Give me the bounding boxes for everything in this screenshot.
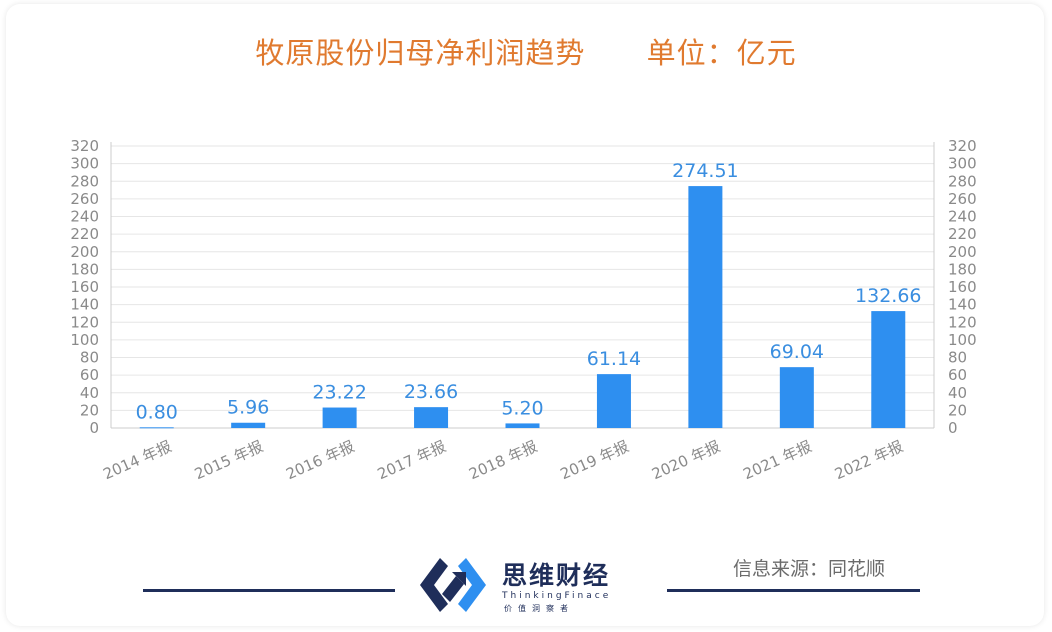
y-tick-label-left: 40 xyxy=(80,384,99,402)
x-tick-label: 2022 年报 xyxy=(832,437,906,483)
bar xyxy=(414,407,449,428)
bar-value-label: 23.66 xyxy=(404,381,458,403)
footer-line-left xyxy=(143,589,395,592)
y-tick-label-right: 260 xyxy=(948,190,977,208)
bar-value-label: 61.14 xyxy=(587,348,641,370)
x-tick-label: 2015 年报 xyxy=(192,437,266,483)
y-tick-label-right: 280 xyxy=(948,172,977,190)
brand-english-name: ThinkingFinace xyxy=(502,591,612,601)
y-tick-label-right: 320 xyxy=(948,137,977,155)
data-source: 信息来源：同花顺 xyxy=(733,558,886,580)
y-tick-label-right: 80 xyxy=(948,349,967,367)
bar xyxy=(871,311,906,428)
y-tick-label-right: 300 xyxy=(948,155,977,173)
y-tick-label-right: 160 xyxy=(948,278,977,296)
y-tick-label-left: 260 xyxy=(70,190,99,208)
y-tick-label-right: 60 xyxy=(948,366,967,384)
x-tick-label: 2016 年报 xyxy=(283,437,357,483)
chart-title: 牧原股份归母净利润趋势 单位：亿元 xyxy=(255,36,797,70)
y-tick-label-right: 20 xyxy=(948,401,967,419)
chart-card xyxy=(6,4,1044,626)
y-tick-label-right: 180 xyxy=(948,260,977,278)
y-tick-label-right: 40 xyxy=(948,384,967,402)
bar xyxy=(139,427,174,429)
x-tick-label: 2014 年报 xyxy=(100,437,174,483)
brand-name: 思维财经 xyxy=(502,561,611,590)
x-tick-label: 2018 年报 xyxy=(466,437,540,483)
bar xyxy=(779,367,814,428)
bar-value-label: 274.51 xyxy=(672,160,738,182)
y-tick-label-right: 220 xyxy=(948,225,977,243)
bar xyxy=(596,374,631,428)
footer-line-right xyxy=(667,589,920,592)
y-tick-label-right: 100 xyxy=(948,331,977,349)
y-tick-label-left: 200 xyxy=(70,243,99,261)
bar-value-label: 69.04 xyxy=(770,341,824,363)
bar xyxy=(322,407,357,428)
y-tick-label-left: 300 xyxy=(70,155,99,173)
y-tick-label-left: 80 xyxy=(80,349,99,367)
x-tick-label: 2020 年报 xyxy=(649,437,723,483)
y-tick-label-left: 100 xyxy=(70,331,99,349)
bar xyxy=(688,186,723,428)
bar-value-label: 132.66 xyxy=(855,285,921,307)
bar xyxy=(505,423,540,428)
bar-value-label: 23.22 xyxy=(312,382,366,404)
brand-logo-icon xyxy=(420,558,486,612)
x-tick-label: 2021 年报 xyxy=(740,437,814,483)
y-tick-label-right: 240 xyxy=(948,208,977,226)
y-tick-label-left: 320 xyxy=(70,137,99,155)
brand-slogan: 价值洞察者 xyxy=(504,604,574,613)
bar xyxy=(231,422,266,428)
x-tick-label: 2019 年报 xyxy=(558,437,632,483)
y-tick-label-right: 0 xyxy=(948,419,958,437)
y-tick-label-left: 60 xyxy=(80,366,99,384)
y-tick-label-left: 220 xyxy=(70,225,99,243)
bar-value-label: 5.96 xyxy=(227,397,269,419)
y-tick-label-left: 280 xyxy=(70,172,99,190)
y-tick-label-left: 140 xyxy=(70,296,99,314)
y-tick-label-right: 140 xyxy=(948,296,977,314)
y-tick-label-right: 120 xyxy=(948,313,977,331)
bar-value-label: 5.20 xyxy=(501,397,543,419)
y-tick-label-right: 200 xyxy=(948,243,977,261)
y-tick-label-left: 240 xyxy=(70,208,99,226)
y-tick-label-left: 0 xyxy=(89,419,99,437)
y-tick-label-left: 120 xyxy=(70,313,99,331)
y-tick-label-left: 160 xyxy=(70,278,99,296)
x-tick-label: 2017 年报 xyxy=(375,437,449,483)
y-tick-label-left: 180 xyxy=(70,260,99,278)
y-tick-label-left: 20 xyxy=(80,401,99,419)
bar-value-label: 0.80 xyxy=(136,401,178,423)
